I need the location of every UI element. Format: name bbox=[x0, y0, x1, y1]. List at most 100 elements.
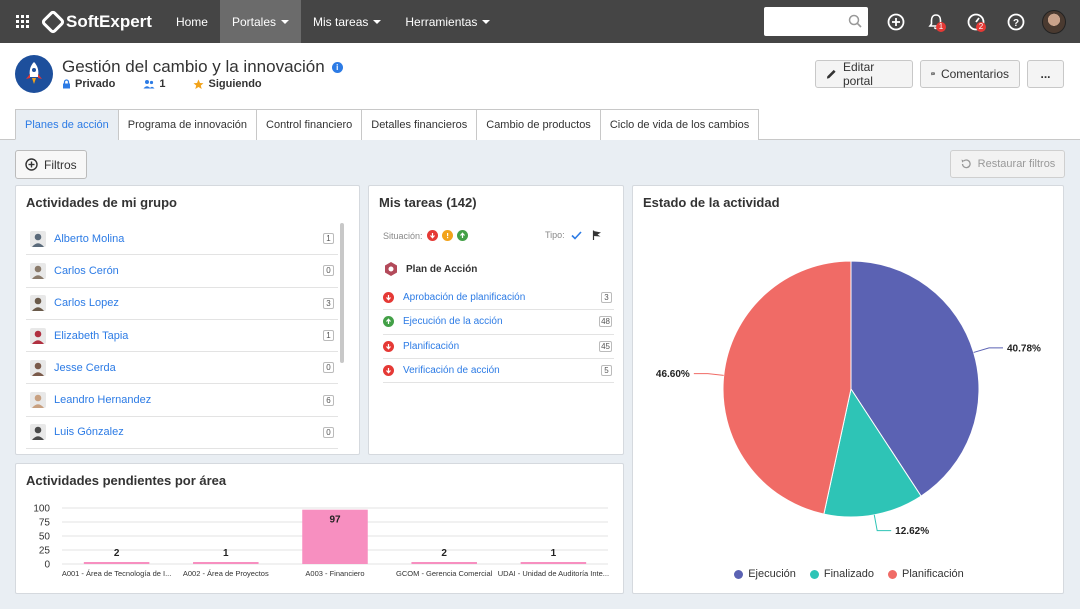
nav-mis-tareas[interactable]: Mis tareas bbox=[301, 0, 393, 43]
members-count[interactable]: 1 bbox=[143, 78, 165, 90]
scrollbar[interactable] bbox=[340, 223, 344, 363]
brand-name: SoftExpert bbox=[66, 11, 152, 31]
x-category-label: A002 - Área de Proyectos bbox=[183, 569, 269, 578]
info-icon[interactable]: i bbox=[331, 61, 343, 73]
activity-button[interactable]: 2 bbox=[956, 0, 996, 43]
task-label[interactable]: Aprobación de planificación bbox=[403, 292, 526, 304]
following-status[interactable]: Siguiendo bbox=[193, 78, 262, 90]
legend-item[interactable]: Planificación bbox=[888, 568, 964, 580]
tab-planes-de-accion[interactable]: Planes de acción bbox=[15, 109, 119, 140]
tab-detalles-financieros[interactable]: Detalles financieros bbox=[361, 109, 478, 140]
tab-label: Planes de acción bbox=[25, 118, 109, 131]
activity-status-panel: Estado de la actividad 40.78% 12.62% 46.60… bbox=[632, 185, 1064, 594]
task-row[interactable]: Verificación de acción 5 bbox=[383, 359, 614, 384]
group-member-row[interactable]: Carlos Lopez 3 bbox=[26, 288, 338, 320]
activity-count-badge: 0 bbox=[323, 426, 334, 438]
member-name[interactable]: Jesse Cerda bbox=[54, 361, 116, 374]
legend-item[interactable]: Finalizado bbox=[809, 568, 874, 580]
group-member-row[interactable]: Carlos Cerón 0 bbox=[26, 255, 338, 288]
task-row[interactable]: Planificación 45 bbox=[383, 335, 614, 359]
help-button[interactable]: ? bbox=[996, 0, 1036, 43]
task-row[interactable]: Aprobación de planificación 3 bbox=[383, 286, 614, 311]
member-name[interactable]: Carlos Cerón bbox=[54, 264, 119, 277]
group-member-row[interactable]: Alberto Molina 1 bbox=[26, 223, 338, 256]
activity-count-badge: 3 bbox=[323, 297, 334, 309]
task-label[interactable]: Planificación bbox=[403, 340, 460, 352]
add-circle-icon bbox=[25, 158, 38, 171]
chevron-down-icon bbox=[482, 19, 491, 24]
filters-button[interactable]: Filtros bbox=[15, 150, 87, 179]
tab-control-financiero[interactable]: Control financiero bbox=[256, 109, 363, 140]
nav-herramientas-label: Herramientas bbox=[405, 14, 478, 29]
search-input[interactable] bbox=[764, 7, 868, 36]
task-label[interactable]: Verificación de acción bbox=[403, 365, 500, 377]
tab-label: Ciclo de vida de los cambios bbox=[609, 119, 750, 131]
edit-portal-button[interactable]: Editar portal bbox=[815, 60, 913, 88]
group-member-row[interactable]: Leandro Hernandez 6 bbox=[26, 384, 338, 417]
ontime-filter-icon[interactable] bbox=[456, 230, 468, 241]
restore-filters-label: Restaurar filtros bbox=[977, 158, 1056, 170]
comments-button[interactable]: Comentarios bbox=[920, 60, 1020, 88]
panel-title: Actividades pendientes por área bbox=[26, 473, 227, 488]
logo-mark-icon bbox=[40, 8, 66, 35]
member-name[interactable]: Alberto Molina bbox=[54, 232, 125, 245]
notifications-badge: 1 bbox=[936, 22, 946, 32]
apps-grid-icon[interactable] bbox=[0, 0, 44, 43]
activity-count-badge: 6 bbox=[323, 394, 334, 406]
pie-leader-line bbox=[973, 347, 1004, 353]
nav-mis-tareas-label: Mis tareas bbox=[313, 14, 369, 29]
task-label[interactable]: Ejecución de la acción bbox=[403, 316, 503, 328]
my-tasks-panel: Mis tareas (142) Situación: Tipo: Plan d… bbox=[368, 185, 624, 455]
tab-cambio-de-productos[interactable]: Cambio de productos bbox=[476, 109, 601, 140]
warning-filter-icon[interactable] bbox=[441, 230, 453, 241]
notifications-button[interactable]: 1 bbox=[916, 0, 956, 43]
page-title: Gestión del cambio y la innovación i bbox=[62, 57, 343, 77]
situation-filter: Situación: bbox=[383, 230, 468, 241]
user-photo-icon bbox=[30, 295, 46, 312]
pie-slice bbox=[722, 260, 852, 515]
group-member-row[interactable]: Elizabeth Tapia 1 bbox=[26, 320, 338, 353]
flag-icon[interactable] bbox=[592, 230, 602, 240]
bar-value-label: 2 bbox=[441, 548, 447, 559]
task-count-badge: 48 bbox=[599, 316, 612, 328]
type-label: Tipo: bbox=[545, 230, 565, 240]
action-plan-group: Plan de Acción bbox=[383, 261, 477, 277]
tab-ciclo-de-vida[interactable]: Ciclo de vida de los cambios bbox=[599, 109, 760, 140]
group-member-row[interactable]: Jesse Cerda 0 bbox=[26, 352, 338, 385]
more-options-button[interactable]: ... bbox=[1027, 60, 1064, 88]
member-name[interactable]: Leandro Hernandez bbox=[54, 394, 152, 407]
legend-swatch bbox=[809, 569, 819, 579]
nav-home[interactable]: Home bbox=[164, 0, 220, 43]
pie-legend: Ejecución Finalizado Planificación bbox=[633, 568, 1065, 580]
add-button[interactable] bbox=[876, 0, 916, 43]
pie-leader-line bbox=[693, 373, 724, 376]
member-name[interactable]: Luis Gónzalez bbox=[54, 426, 124, 439]
user-avatar[interactable] bbox=[1042, 9, 1066, 34]
member-name[interactable]: Elizabeth Tapia bbox=[54, 329, 129, 342]
late-filter-icon[interactable] bbox=[426, 230, 438, 241]
task-list: Aprobación de planificación 3 Ejecución de… bbox=[383, 286, 614, 384]
y-tick-label: 25 bbox=[39, 546, 51, 557]
late-status-icon bbox=[383, 340, 394, 352]
y-tick-label: 50 bbox=[39, 532, 51, 543]
task-row[interactable]: Ejecución de la acción 48 bbox=[383, 310, 614, 335]
member-name[interactable]: Carlos Lopez bbox=[54, 297, 119, 310]
legend-label: Ejecución bbox=[748, 568, 796, 580]
softexpert-logo[interactable]: SoftExpert bbox=[40, 8, 152, 35]
group-members-list: Alberto Molina 1 Carlos Cerón 0 Carlos Lopez… bbox=[26, 223, 338, 450]
nav-herramientas[interactable]: Herramientas bbox=[393, 0, 502, 43]
restore-filters-button[interactable]: Restaurar filtros bbox=[950, 150, 1065, 178]
y-tick-label: 100 bbox=[33, 504, 50, 515]
users-icon bbox=[143, 80, 155, 89]
bar bbox=[302, 509, 368, 564]
task-count-badge: 3 bbox=[601, 292, 612, 304]
group-member-row[interactable]: Luis Gónzalez 0 bbox=[26, 417, 338, 450]
legend-item[interactable]: Ejecución bbox=[734, 568, 796, 580]
check-icon[interactable] bbox=[571, 230, 582, 240]
bar-value-label: 1 bbox=[551, 548, 557, 559]
panel-title: Mis tareas (142) bbox=[379, 195, 477, 210]
legend-swatch bbox=[888, 569, 898, 579]
comment-icon bbox=[931, 72, 935, 76]
tab-programa-de-innovacion[interactable]: Programa de innovación bbox=[117, 109, 258, 140]
nav-portales[interactable]: Portales bbox=[219, 0, 302, 43]
